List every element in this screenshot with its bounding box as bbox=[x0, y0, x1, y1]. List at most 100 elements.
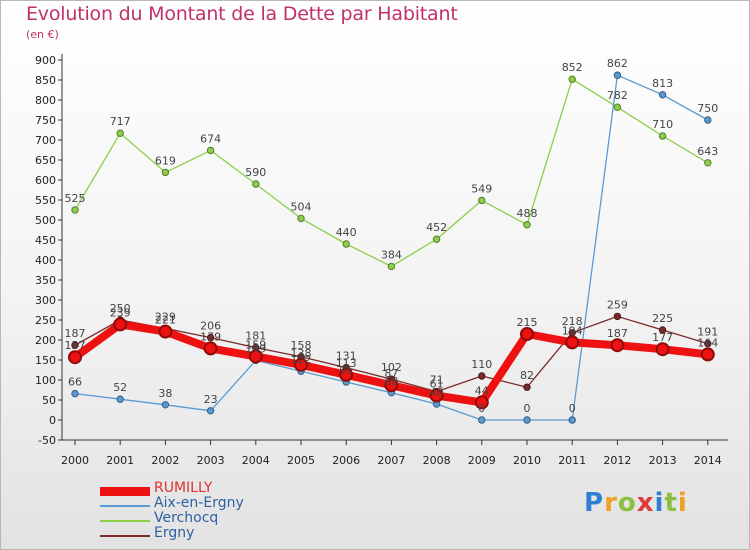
data-point bbox=[658, 132, 667, 140]
data-point bbox=[161, 168, 170, 177]
data-label: 52 bbox=[113, 381, 127, 394]
data-point bbox=[613, 312, 622, 321]
data-label: 619 bbox=[155, 154, 176, 167]
data-label: 229 bbox=[155, 310, 176, 323]
legend-swatch bbox=[100, 486, 150, 496]
data-point bbox=[116, 129, 124, 137]
x-tick-label: 2004 bbox=[242, 454, 270, 467]
axes: -500501001502002503003504004505005506006… bbox=[35, 54, 728, 467]
data-point bbox=[658, 326, 667, 334]
data-label: 149 bbox=[245, 342, 266, 355]
y-tick-label: 500 bbox=[35, 214, 56, 227]
data-label: 181 bbox=[245, 330, 266, 343]
data-label: 225 bbox=[652, 312, 673, 325]
y-tick-label: 150 bbox=[35, 354, 56, 367]
x-tick-label: 2012 bbox=[603, 454, 631, 467]
logo-letter: r bbox=[604, 488, 618, 518]
data-point bbox=[704, 159, 712, 167]
legend-label: Verchocq bbox=[154, 510, 219, 526]
data-point bbox=[203, 341, 218, 356]
data-label: 259 bbox=[607, 298, 628, 311]
legend-swatch bbox=[100, 535, 150, 537]
y-tick-label: 300 bbox=[35, 294, 56, 307]
data-point bbox=[478, 196, 486, 205]
legend-item: Aix-en-Ergny bbox=[100, 495, 320, 513]
data-label: 504 bbox=[291, 200, 312, 213]
data-label: 488 bbox=[517, 207, 538, 220]
data-label: 194 bbox=[562, 324, 583, 337]
data-point bbox=[658, 91, 667, 99]
x-tick-label: 2014 bbox=[694, 454, 722, 467]
logo-letter: i bbox=[677, 488, 688, 518]
data-label: 177 bbox=[652, 331, 673, 344]
data-label: 221 bbox=[155, 314, 176, 327]
data-point bbox=[158, 324, 173, 339]
y-tick-label: 100 bbox=[35, 374, 56, 387]
y-tick-label: -50 bbox=[38, 434, 56, 447]
legend-item: Ergny bbox=[100, 525, 320, 543]
data-label: 384 bbox=[381, 248, 402, 261]
x-tick-label: 2000 bbox=[61, 454, 89, 467]
data-label: 157 bbox=[65, 339, 86, 352]
y-tick-label: 900 bbox=[35, 54, 56, 67]
data-label: 23 bbox=[204, 393, 218, 406]
data-label: 206 bbox=[200, 320, 221, 333]
data-point bbox=[342, 240, 350, 248]
data-point bbox=[116, 395, 124, 403]
data-label: 813 bbox=[652, 77, 673, 90]
data-point bbox=[568, 416, 576, 424]
y-tick-label: 600 bbox=[35, 174, 56, 187]
y-tick-label: 0 bbox=[49, 414, 56, 427]
data-point bbox=[432, 235, 441, 243]
x-tick-label: 2010 bbox=[513, 454, 541, 467]
logo-letter: o bbox=[617, 488, 637, 518]
chart-title: Evolution du Montant de la Dette par Hab… bbox=[26, 3, 458, 25]
data-label: 71 bbox=[430, 374, 444, 387]
x-tick-label: 2001 bbox=[106, 454, 134, 467]
data-label: 61 bbox=[430, 378, 444, 391]
data-point bbox=[523, 221, 531, 229]
y-tick-label: 750 bbox=[35, 114, 56, 127]
data-label: 187 bbox=[65, 327, 86, 340]
data-label: 87 bbox=[384, 367, 398, 380]
data-label: 122 bbox=[291, 353, 312, 366]
data-label: 525 bbox=[65, 192, 86, 205]
data-point bbox=[613, 71, 622, 79]
data-label: 215 bbox=[517, 316, 538, 329]
data-label: 179 bbox=[200, 330, 221, 343]
data-point bbox=[294, 357, 308, 372]
legend-label: Ergny bbox=[154, 525, 195, 541]
data-point bbox=[429, 388, 444, 403]
data-label: 590 bbox=[245, 166, 266, 179]
x-tick-label: 2002 bbox=[151, 454, 179, 467]
y-tick-label: 400 bbox=[35, 254, 56, 267]
data-label: 138 bbox=[291, 347, 312, 360]
legend-label: RUMILLY bbox=[154, 480, 213, 496]
data-label: 0 bbox=[569, 402, 576, 415]
data-label: 164 bbox=[697, 336, 718, 349]
data-point bbox=[387, 262, 396, 271]
data-label: 38 bbox=[158, 387, 172, 400]
data-label: 44 bbox=[475, 384, 489, 397]
data-label: 187 bbox=[607, 327, 628, 340]
data-point bbox=[71, 389, 79, 398]
y-tick-label: 200 bbox=[35, 334, 56, 347]
data-point bbox=[252, 180, 260, 188]
data-point bbox=[71, 341, 79, 349]
data-label: 452 bbox=[426, 221, 447, 234]
data-label: 0 bbox=[524, 402, 531, 415]
y-tick-label: 450 bbox=[35, 234, 56, 247]
data-point bbox=[523, 416, 531, 424]
y-tick-label: 250 bbox=[35, 314, 56, 327]
series-lines bbox=[68, 71, 715, 424]
proxiti-logo: Proxiti bbox=[584, 488, 688, 518]
data-label: 68 bbox=[384, 375, 398, 388]
data-label: 66 bbox=[68, 376, 82, 389]
data-point bbox=[384, 378, 399, 393]
legend-item: Verchocq bbox=[100, 510, 320, 528]
data-label: 95 bbox=[339, 364, 353, 377]
data-label: 0 bbox=[478, 402, 485, 415]
data-label: 158 bbox=[291, 339, 312, 352]
data-point bbox=[68, 350, 82, 365]
